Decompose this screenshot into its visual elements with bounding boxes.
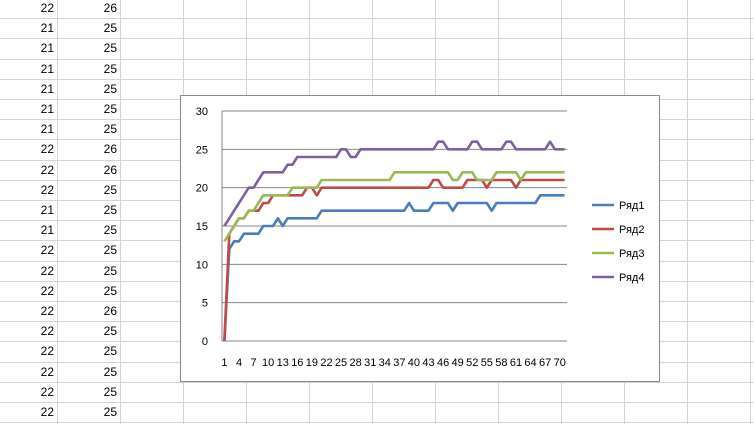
x-tick-label: 28	[350, 357, 362, 369]
cell-b[interactable]: 25	[103, 223, 117, 238]
cell-a[interactable]: 22	[40, 405, 54, 419]
cell-b[interactable]: 25	[103, 102, 117, 116]
cell-a[interactable]: 22	[40, 304, 54, 318]
x-tick-label: 49	[452, 357, 464, 369]
y-tick-label: 0	[202, 336, 208, 348]
x-tick-label: 10	[262, 357, 274, 369]
cell-b[interactable]: 25	[103, 263, 117, 278]
x-tick-label: 61	[510, 357, 522, 369]
y-tick-label: 30	[196, 106, 208, 118]
cell-a[interactable]: 21	[40, 41, 54, 56]
cell-b[interactable]: 25	[103, 384, 117, 399]
cell-a[interactable]: 21	[40, 81, 54, 96]
x-tick-label: 4	[236, 357, 242, 369]
x-tick-label: 52	[466, 357, 478, 369]
cell-a[interactable]: 21	[40, 61, 54, 76]
x-tick-label: 58	[495, 357, 507, 369]
x-tick-label: 70	[554, 357, 566, 369]
cell-b[interactable]: 25	[103, 81, 117, 96]
legend-label-2: Ряд2	[619, 224, 644, 236]
x-tick-label: 64	[524, 357, 536, 369]
y-tick-label: 25	[196, 144, 208, 156]
cell-b[interactable]: 25	[103, 61, 117, 76]
cell-a[interactable]: 22	[40, 344, 54, 359]
cell-b[interactable]: 25	[103, 203, 117, 217]
cell-b[interactable]: 26	[103, 304, 117, 318]
x-tick-label: 43	[422, 357, 434, 369]
series-line-4	[223, 140, 565, 227]
x-tick-label: 31	[364, 357, 376, 369]
cell-b[interactable]: 26	[103, 1, 117, 15]
cell-a[interactable]: 22	[40, 243, 54, 258]
cell-a[interactable]: 22	[40, 182, 54, 197]
cell-b[interactable]: 25	[103, 405, 117, 419]
cell-b[interactable]: 25	[103, 344, 117, 359]
line-chart[interactable]: 0 5 10 15 20 25 30 1 4 7 10 13 16 19 22 25 28 31 34 37 40 43 4…	[180, 95, 660, 382]
x-tick-label: 19	[306, 357, 318, 369]
x-tick-label: 7	[251, 357, 257, 369]
cell-a[interactable]: 22	[40, 364, 54, 379]
cell-a[interactable]: 22	[40, 324, 54, 339]
x-tick-label: 25	[335, 357, 347, 369]
legend-label-1: Ряд1	[619, 200, 644, 212]
cell-a[interactable]: 21	[40, 203, 54, 217]
cell-b[interactable]: 25	[103, 243, 117, 258]
x-tick-label: 55	[481, 357, 493, 369]
cell-b[interactable]: 25	[103, 41, 117, 56]
cell-b[interactable]: 26	[103, 162, 117, 177]
cell-a[interactable]: 22	[40, 263, 54, 278]
legend-label-4: Ряд4	[619, 272, 644, 284]
cell-a[interactable]: 21	[40, 21, 54, 36]
cell-a[interactable]: 22	[40, 384, 54, 399]
series-line-1	[223, 194, 565, 342]
x-tick-label: 22	[320, 357, 332, 369]
cell-a[interactable]: 22	[40, 142, 54, 157]
x-tick-label: 1	[221, 357, 227, 369]
cell-b[interactable]: 25	[103, 182, 117, 197]
cell-a[interactable]: 21	[40, 102, 54, 116]
x-tick-label: 13	[277, 357, 289, 369]
y-tick-label: 5	[202, 298, 208, 310]
cell-a[interactable]: 22	[40, 283, 54, 298]
cell-a[interactable]: 22	[40, 162, 54, 177]
cell-b[interactable]: 25	[103, 324, 117, 339]
cell-a[interactable]: 21	[40, 122, 54, 137]
x-tick-label: 46	[437, 357, 449, 369]
cell-b[interactable]: 25	[103, 364, 117, 379]
cell-b[interactable]: 26	[103, 142, 117, 157]
cell-a[interactable]: 21	[40, 223, 54, 238]
legend-label-3: Ряд3	[619, 248, 644, 260]
x-tick-label: 67	[539, 357, 551, 369]
y-tick-label: 20	[196, 183, 208, 195]
series-line-3	[223, 171, 565, 243]
x-tick-label: 16	[291, 357, 303, 369]
cell-b[interactable]: 25	[103, 21, 117, 36]
y-tick-label: 15	[196, 221, 208, 233]
cell-a[interactable]: 22	[40, 1, 54, 15]
cell-b[interactable]: 25	[103, 283, 117, 298]
x-tick-label: 34	[379, 357, 391, 369]
x-tick-label: 37	[393, 357, 405, 369]
x-tick-label: 40	[408, 357, 420, 369]
y-tick-label: 10	[196, 259, 208, 271]
cell-b[interactable]: 25	[103, 122, 117, 137]
